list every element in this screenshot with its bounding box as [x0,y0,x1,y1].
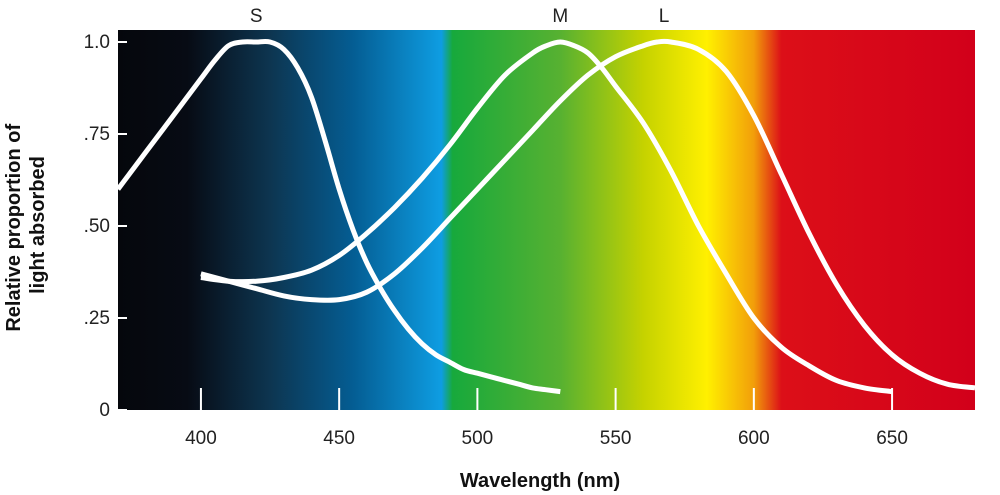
x-tick-label: 600 [738,428,770,449]
y-tick-label: 1.0 [84,32,110,53]
curve-s [118,38,561,395]
x-tick-label: 400 [185,428,217,449]
x-axis: 400 450 500 550 600 650 [185,388,908,449]
curve-m [200,39,893,395]
x-tick-label: 450 [323,428,355,449]
x-tick-label: 550 [600,428,632,449]
series-label-l: L [659,6,670,27]
x-tick-label: 650 [876,428,908,449]
spectrum-background [118,30,975,410]
x-axis-title: Wavelength (nm) [460,470,620,492]
series-label-s: S [250,6,263,27]
y-tick-label: .75 [84,124,110,145]
curve-l [200,38,975,391]
y-tick-label: .25 [84,308,110,329]
y-axis-title-line-1: Relative proportion of [3,124,25,332]
y-axis-title: Relative proportion of light absorbed [3,118,49,331]
x-tick-label: 500 [462,428,494,449]
series-label-m: M [552,6,568,27]
y-tick-label: .50 [84,216,110,237]
curves-layer [118,38,975,395]
y-tick-label: 0 [99,400,110,421]
y-axis-title-line-2: light absorbed [27,156,49,294]
y-axis: 0 .25 .50 .75 1.0 [84,32,127,421]
